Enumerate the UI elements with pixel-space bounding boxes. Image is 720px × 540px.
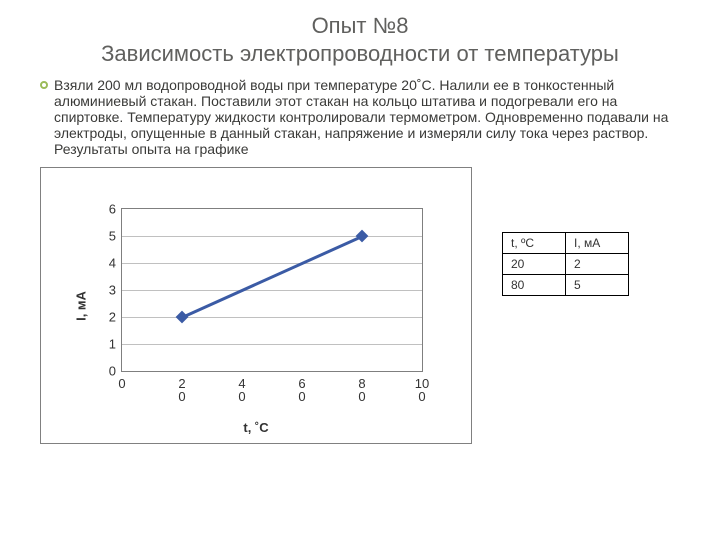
gridline <box>122 344 422 345</box>
x-tick-label: 0 <box>110 377 134 390</box>
gridline <box>122 290 422 291</box>
table-cell: 2 <box>566 254 629 275</box>
y-tick-label: 3 <box>109 283 116 298</box>
x-tick-label: 60 <box>290 377 314 403</box>
title-line-2: Зависимость электропроводности от темпер… <box>101 41 619 66</box>
table-row: 20 2 <box>503 254 629 275</box>
title-line-1: Опыт №8 <box>312 13 409 38</box>
y-tick-label: 2 <box>109 310 116 325</box>
y-tick-label: 6 <box>109 202 116 217</box>
x-tick-label: 100 <box>410 377 434 403</box>
table-cell: 20 <box>503 254 566 275</box>
x-tick-label: 20 <box>170 377 194 403</box>
table-header-row: t, ºС I, мА <box>503 233 629 254</box>
y-tick-label: 5 <box>109 229 116 244</box>
gridline <box>122 263 422 264</box>
plot-area: 0123456020406080100 <box>121 208 423 372</box>
table-cell: 5 <box>566 275 629 296</box>
x-axis-label: t, ˚C <box>243 420 268 435</box>
content-row: 0123456020406080100 I, мА t, ˚C t, ºС I,… <box>40 167 680 444</box>
gridline <box>122 236 422 237</box>
data-table: t, ºС I, мА 20 2 80 5 <box>502 232 629 296</box>
chart-container: 0123456020406080100 I, мА t, ˚C <box>40 167 472 444</box>
y-tick-label: 1 <box>109 337 116 352</box>
x-tick-label: 40 <box>230 377 254 403</box>
table-header-cell: I, мА <box>566 233 629 254</box>
slide: Опыт №8 Зависимость электропроводности о… <box>0 0 720 540</box>
table-cell: 80 <box>503 275 566 296</box>
gridline <box>122 317 422 318</box>
table-row: 80 5 <box>503 275 629 296</box>
y-tick-label: 4 <box>109 256 116 271</box>
slide-title: Опыт №8 Зависимость электропроводности о… <box>40 12 680 67</box>
x-tick-label: 80 <box>350 377 374 403</box>
y-axis-label: I, мА <box>74 291 89 321</box>
chart-line-segment <box>181 235 362 318</box>
table-header-cell: t, ºС <box>503 233 566 254</box>
chart-data-point <box>356 230 369 243</box>
body-paragraph: Взяли 200 мл водопроводной воды при темп… <box>40 77 680 157</box>
